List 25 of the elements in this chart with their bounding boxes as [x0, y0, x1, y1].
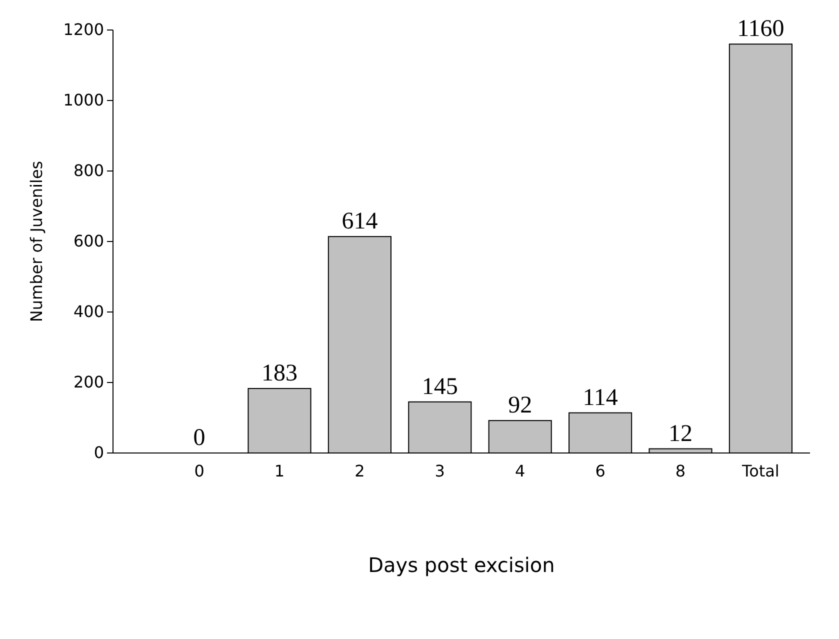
- data-label: 114: [582, 384, 618, 411]
- y-tick-label: 1000: [63, 90, 104, 110]
- data-label: 614: [342, 208, 378, 235]
- data-label: 0: [193, 425, 206, 451]
- x-tick-label: 6: [595, 461, 606, 480]
- x-tick-label: 4: [515, 461, 526, 480]
- y-tick-label: 1200: [63, 20, 104, 40]
- data-label: 183: [262, 360, 298, 386]
- x-tick-label: Total: [741, 461, 780, 480]
- data-label: 145: [422, 374, 458, 400]
- data-label: 92: [508, 392, 532, 419]
- x-tick-label: 3: [434, 461, 445, 480]
- y-tick-label: 200: [73, 372, 104, 392]
- x-tick-label: 2: [354, 461, 365, 480]
- x-tick-label: 8: [675, 461, 686, 480]
- data-label: 12: [668, 420, 692, 447]
- x-tick-label: 1: [274, 461, 285, 480]
- x-tick-label: 0: [194, 461, 204, 480]
- x-axis-title: Days post excision: [368, 553, 555, 577]
- data-label: 1160: [737, 16, 784, 42]
- y-tick-label: 0: [94, 443, 104, 462]
- y-tick-label: 600: [73, 232, 104, 251]
- y-tick-label: 400: [73, 302, 104, 322]
- y-tick-label: 800: [73, 161, 104, 180]
- y-axis-title: Number of Juveniles: [27, 160, 46, 322]
